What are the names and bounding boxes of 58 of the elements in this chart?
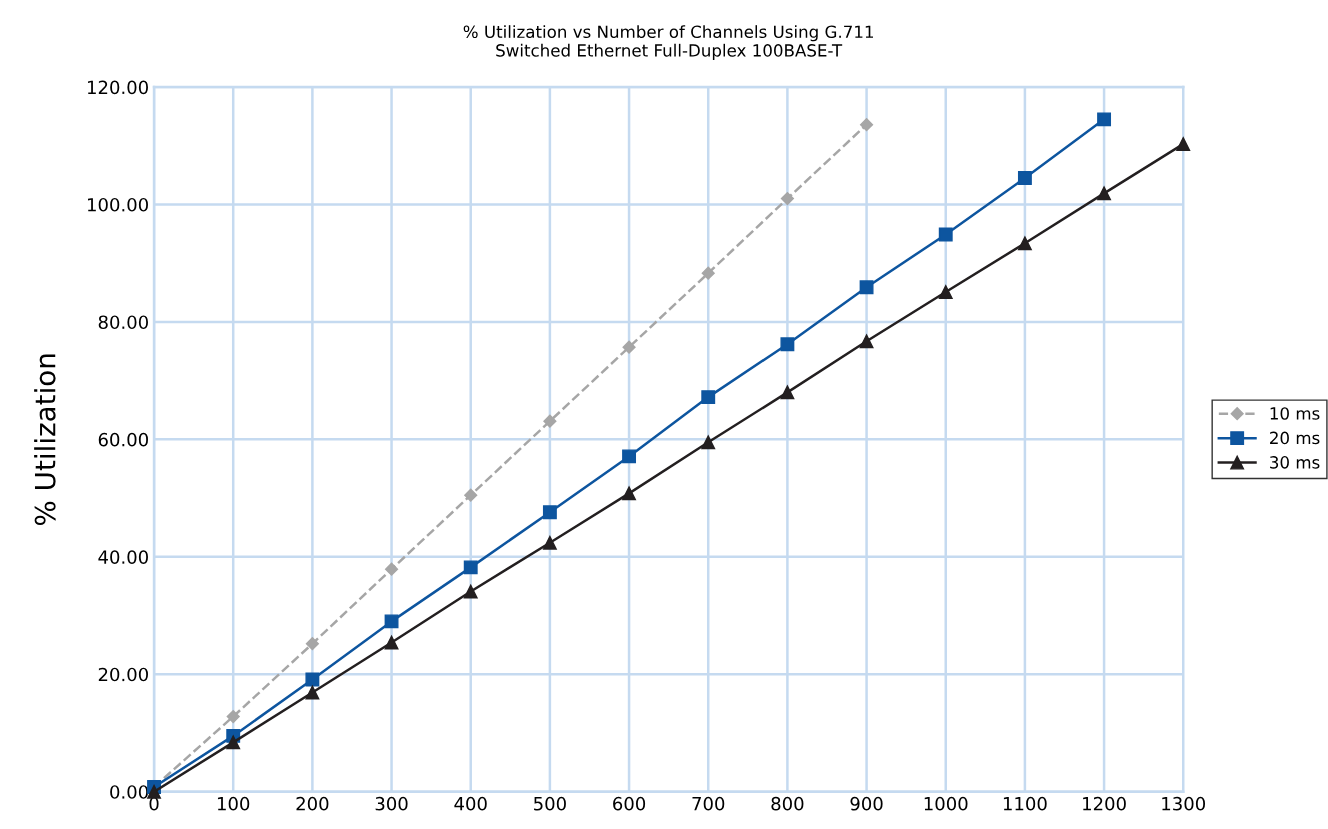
- point: [1176, 137, 1191, 151]
- legend-label: 30 ms: [1270, 456, 1320, 469]
- legend-label: 20 ms: [1270, 431, 1320, 445]
- x-tick-label: 200: [296, 796, 329, 811]
- legend-label: 10 ms: [1270, 407, 1320, 420]
- x-tick-label: 1100: [1003, 796, 1047, 811]
- x-tick-label: 1300: [1162, 796, 1206, 811]
- point: [780, 385, 795, 400]
- point: [226, 735, 241, 750]
- y-tick-label: 40.00: [98, 550, 148, 564]
- x-tick-label: 600: [613, 796, 646, 811]
- x-tick-label: 700: [692, 796, 725, 811]
- x-tick-label: 1000: [924, 796, 968, 811]
- x-tick-label: 400: [454, 796, 487, 811]
- point: [780, 192, 794, 206]
- point: [542, 535, 557, 550]
- point: [622, 449, 637, 464]
- x-tick-label: 300: [375, 796, 408, 811]
- point: [1097, 112, 1112, 127]
- point: [463, 584, 478, 599]
- point: [701, 435, 716, 450]
- y-tick-label: 100.00: [87, 197, 148, 212]
- point: [701, 390, 716, 405]
- point: [622, 340, 636, 354]
- point: [859, 334, 874, 349]
- point: [622, 486, 637, 501]
- point: [384, 562, 399, 576]
- x-tick-label: 1200: [1083, 796, 1126, 811]
- x-tick-label: 500: [534, 796, 566, 811]
- y-tick-label: 20.00: [98, 667, 148, 682]
- point: [463, 560, 478, 575]
- x-tick-label: 900: [850, 796, 883, 811]
- point: [859, 280, 874, 295]
- y-tick-label: 60.00: [98, 432, 148, 447]
- point: [938, 285, 953, 299]
- point: [701, 266, 715, 280]
- point: [1017, 236, 1032, 251]
- y-tick-label: 80.00: [98, 315, 148, 330]
- point: [1017, 171, 1032, 186]
- y-tick-label: 0.00: [110, 785, 148, 799]
- point: [859, 118, 874, 132]
- point: [384, 635, 399, 650]
- point: [226, 709, 240, 724]
- y-tick-label: 120.00: [87, 80, 148, 95]
- chart-title: % Utilization vs Number of Channels Using G.711 Switched Ethernet Full-Duplex 100BASE-T: [463, 25, 874, 60]
- y-axis-title: % Utilization: [34, 354, 56, 526]
- point: [384, 614, 399, 629]
- point: [1097, 186, 1112, 201]
- point: [305, 672, 320, 687]
- point: [780, 337, 795, 352]
- point: [305, 685, 320, 700]
- point: [305, 637, 319, 651]
- point: [464, 488, 478, 502]
- point: [542, 505, 557, 520]
- point: [543, 414, 557, 428]
- x-tick-label: 100: [217, 796, 250, 811]
- point: [938, 227, 953, 242]
- x-tick-label: 800: [771, 796, 804, 811]
